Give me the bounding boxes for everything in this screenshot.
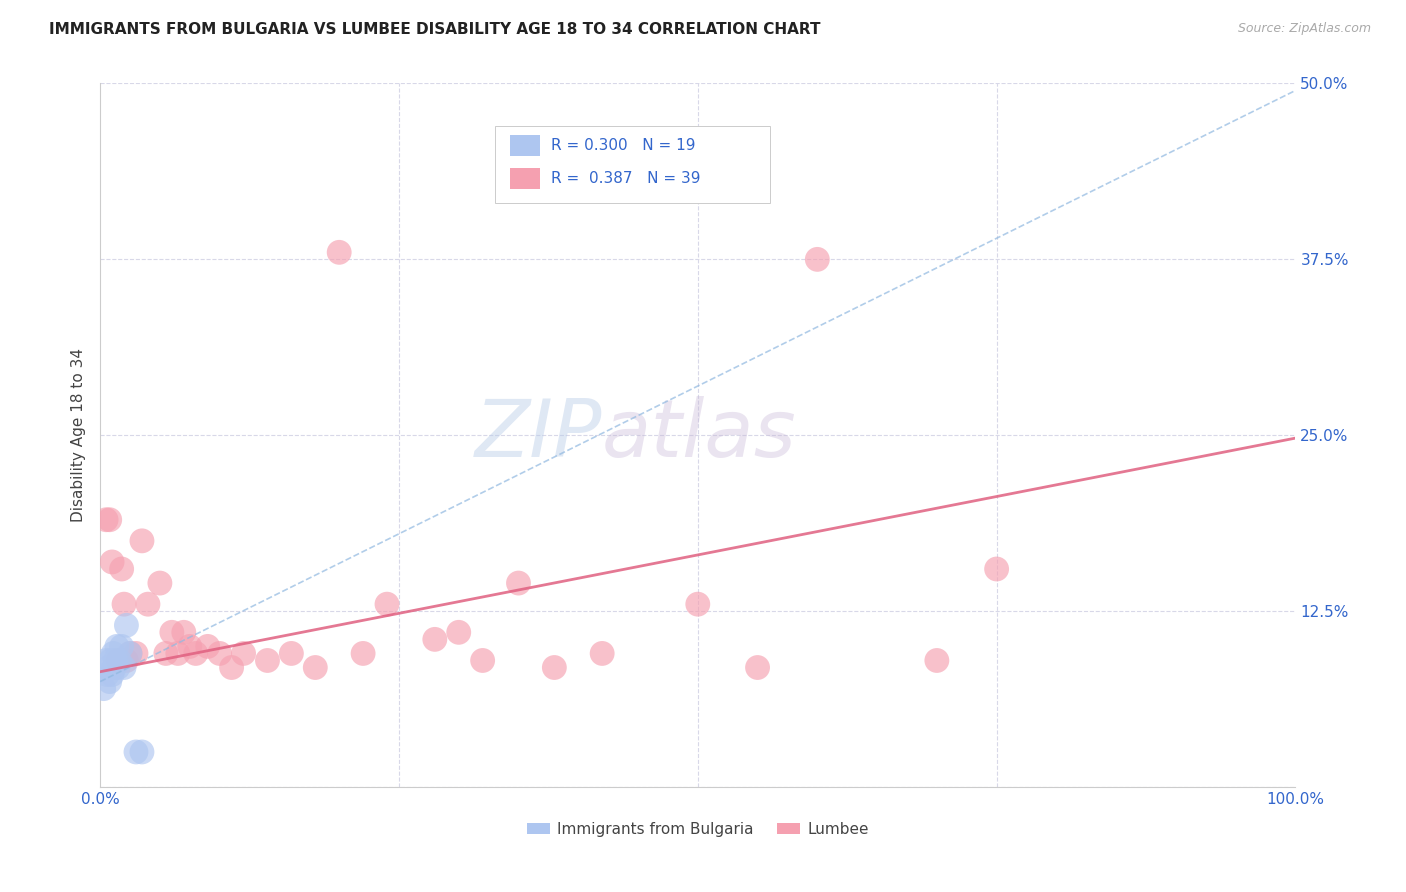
Text: R = 0.300   N = 19: R = 0.300 N = 19	[551, 138, 696, 153]
Point	[352, 647, 374, 661]
Point	[105, 640, 128, 654]
Point	[447, 625, 470, 640]
Point	[111, 640, 134, 654]
Point	[115, 618, 138, 632]
Point	[98, 674, 121, 689]
Point	[104, 653, 127, 667]
Point	[136, 597, 159, 611]
Point	[179, 640, 201, 654]
Point	[118, 647, 141, 661]
Point	[375, 597, 398, 611]
Point	[103, 660, 125, 674]
Point	[107, 660, 129, 674]
Point	[280, 647, 302, 661]
Bar	[510, 168, 540, 189]
Point	[112, 660, 135, 674]
Point	[98, 513, 121, 527]
Text: IMMIGRANTS FROM BULGARIA VS LUMBEE DISABILITY AGE 18 TO 34 CORRELATION CHART: IMMIGRANTS FROM BULGARIA VS LUMBEE DISAB…	[49, 22, 821, 37]
Point	[471, 653, 494, 667]
Point	[221, 660, 243, 674]
Point	[155, 647, 177, 661]
Point	[184, 647, 207, 661]
Point	[101, 667, 124, 681]
Point	[208, 647, 231, 661]
Point	[256, 653, 278, 667]
Point	[103, 647, 125, 661]
FancyBboxPatch shape	[495, 126, 769, 203]
Legend: Immigrants from Bulgaria, Lumbee: Immigrants from Bulgaria, Lumbee	[520, 815, 875, 843]
Text: R =  0.387   N = 39: R = 0.387 N = 39	[551, 171, 700, 186]
Point	[232, 647, 254, 661]
Point	[747, 660, 769, 674]
Point	[93, 681, 115, 696]
Point	[108, 653, 131, 667]
Point	[111, 562, 134, 576]
Point	[328, 245, 350, 260]
Point	[94, 513, 117, 527]
Point	[166, 647, 188, 661]
Point	[304, 660, 326, 674]
Point	[543, 660, 565, 674]
Point	[97, 660, 120, 674]
Point	[125, 647, 148, 661]
Point	[112, 597, 135, 611]
Point	[131, 533, 153, 548]
Point	[986, 562, 1008, 576]
Point	[149, 576, 172, 591]
Point	[806, 252, 828, 267]
Point	[423, 632, 446, 647]
Point	[101, 555, 124, 569]
Point	[115, 653, 138, 667]
Bar	[510, 135, 540, 156]
Point	[131, 745, 153, 759]
Point	[94, 653, 117, 667]
Point	[197, 640, 219, 654]
Text: Source: ZipAtlas.com: Source: ZipAtlas.com	[1237, 22, 1371, 36]
Text: ZIP: ZIP	[475, 396, 602, 475]
Point	[107, 653, 129, 667]
Point	[160, 625, 183, 640]
Text: atlas: atlas	[602, 396, 797, 475]
Point	[118, 647, 141, 661]
Point	[686, 597, 709, 611]
Point	[925, 653, 948, 667]
Point	[591, 647, 613, 661]
Point	[100, 653, 122, 667]
Point	[125, 745, 148, 759]
Point	[96, 667, 118, 681]
Y-axis label: Disability Age 18 to 34: Disability Age 18 to 34	[72, 348, 86, 523]
Point	[173, 625, 195, 640]
Point	[508, 576, 530, 591]
